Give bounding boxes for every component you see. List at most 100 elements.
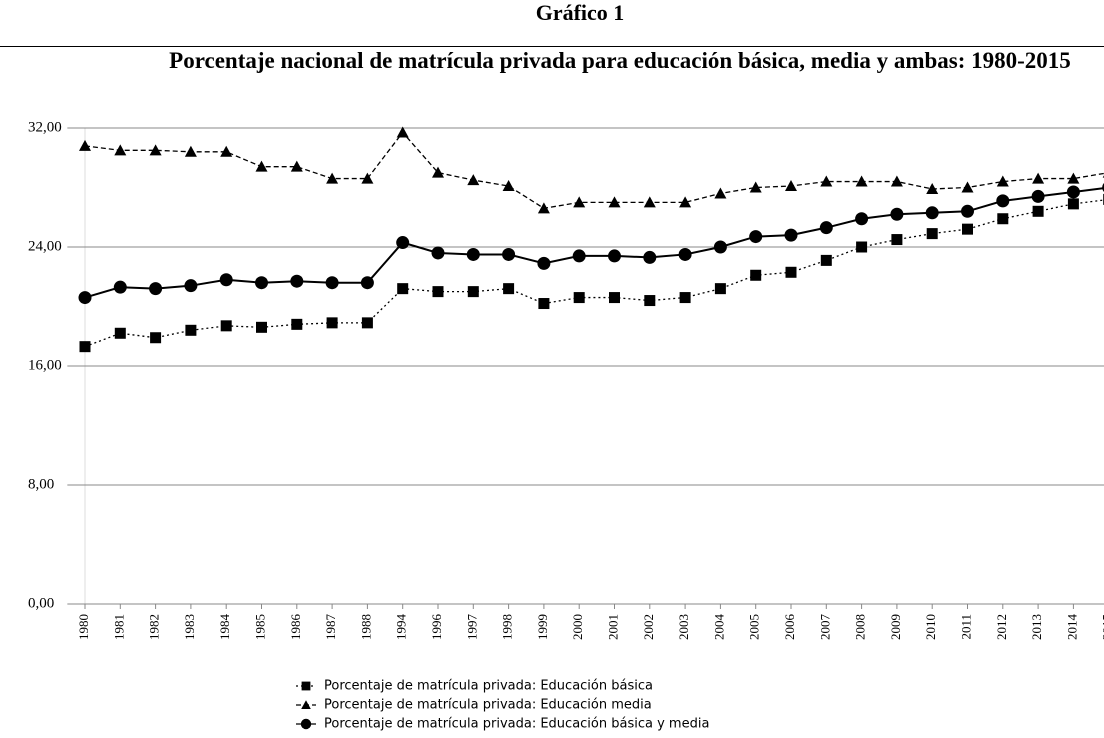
data-point xyxy=(1031,189,1045,203)
x-tick-label: 2015 xyxy=(1100,614,1104,640)
data-point xyxy=(361,317,373,329)
data-point xyxy=(679,196,692,208)
data-point xyxy=(467,286,479,298)
data-point xyxy=(996,194,1010,208)
data-point xyxy=(820,254,832,266)
legend-label: Porcentaje de matrícula privada: Educaci… xyxy=(324,698,652,713)
data-point xyxy=(149,144,162,156)
x-tick-label: 1982 xyxy=(147,614,162,640)
x-tick-label: 2013 xyxy=(1029,614,1044,640)
data-point xyxy=(749,181,762,193)
data-point xyxy=(256,321,267,333)
data-point xyxy=(184,279,198,293)
data-point xyxy=(537,256,551,270)
data-point xyxy=(750,269,762,281)
data-point xyxy=(608,196,621,208)
data-point xyxy=(150,332,162,344)
data-point xyxy=(432,286,444,298)
y-tick-label: 24,00 xyxy=(28,238,62,254)
data-point xyxy=(255,276,268,290)
x-tick-label: 2003 xyxy=(676,614,691,640)
x-tick-label: 2008 xyxy=(853,614,868,640)
data-point xyxy=(361,172,374,184)
x-tick-label: 1987 xyxy=(323,614,338,641)
data-point xyxy=(290,160,303,172)
data-point xyxy=(502,180,515,192)
data-point xyxy=(466,247,480,261)
data-point xyxy=(220,145,233,157)
data-point xyxy=(113,280,127,294)
data-point xyxy=(185,324,197,336)
data-point xyxy=(855,175,868,187)
data-point xyxy=(1066,185,1080,199)
legend-label: Porcentaje de matrícula privada: Educaci… xyxy=(324,717,709,732)
header-rule xyxy=(0,46,1104,47)
data-point xyxy=(925,206,939,220)
data-point xyxy=(1032,205,1044,217)
data-point xyxy=(79,139,91,151)
x-tick-label: 2012 xyxy=(994,614,1009,640)
x-tick-label: 1999 xyxy=(535,614,550,640)
data-point xyxy=(1067,198,1079,210)
x-tick-label: 1984 xyxy=(217,614,232,641)
data-point xyxy=(820,175,833,187)
data-point xyxy=(643,250,657,264)
x-tick-label: 2011 xyxy=(958,614,973,640)
data-point xyxy=(890,175,903,187)
data-point xyxy=(819,221,833,235)
data-point xyxy=(961,181,974,193)
data-point xyxy=(785,266,797,278)
data-point xyxy=(432,166,444,178)
data-point xyxy=(713,240,727,254)
x-tick-label: 1996 xyxy=(429,614,444,641)
x-tick-label: 2000 xyxy=(570,614,585,640)
data-point xyxy=(714,283,726,295)
x-tick-label: 2007 xyxy=(817,614,832,641)
data-point xyxy=(997,213,1009,225)
x-tick-label: 2014 xyxy=(1064,614,1079,641)
data-point xyxy=(431,246,445,260)
data-point xyxy=(503,283,515,295)
data-point xyxy=(784,228,798,242)
y-tick-label: 0,00 xyxy=(28,595,54,611)
x-tick-label: 2009 xyxy=(888,614,903,640)
x-tick-label: 2001 xyxy=(605,614,620,640)
data-point xyxy=(78,291,92,305)
data-point xyxy=(926,182,939,194)
x-tick-label: 1983 xyxy=(182,614,197,640)
data-point xyxy=(255,160,268,172)
data-point xyxy=(644,295,656,307)
x-tick-label: 2002 xyxy=(641,614,656,640)
series-line xyxy=(84,131,1104,210)
data-point xyxy=(996,175,1009,187)
chart-heading: Gráfico 1 xyxy=(535,0,625,25)
data-point xyxy=(573,292,585,304)
x-tick-label: 1980 xyxy=(76,614,91,640)
y-tick-label: 16,00 xyxy=(28,357,62,373)
y-tick-label: 8,00 xyxy=(28,476,54,492)
legend-marker xyxy=(300,718,312,730)
data-point xyxy=(679,292,691,304)
data-point xyxy=(360,276,374,290)
data-point xyxy=(785,180,797,192)
data-point xyxy=(502,247,516,261)
data-point xyxy=(926,228,938,240)
data-point xyxy=(291,318,303,330)
data-point xyxy=(1067,172,1080,184)
x-tick-label: 1986 xyxy=(288,614,303,641)
series-line xyxy=(84,199,1104,348)
x-tick-label: 2010 xyxy=(923,614,938,640)
data-point xyxy=(537,202,550,214)
legend-label: Porcentaje de matrícula privada: Educaci… xyxy=(324,679,653,694)
data-point xyxy=(397,283,409,295)
data-point xyxy=(219,273,233,287)
data-point xyxy=(749,230,763,244)
data-point xyxy=(643,196,656,208)
x-tick-label: 1988 xyxy=(358,614,373,640)
data-point xyxy=(396,126,409,138)
x-tick-label: 1994 xyxy=(394,614,409,641)
data-point xyxy=(114,144,127,156)
data-point xyxy=(890,207,904,221)
